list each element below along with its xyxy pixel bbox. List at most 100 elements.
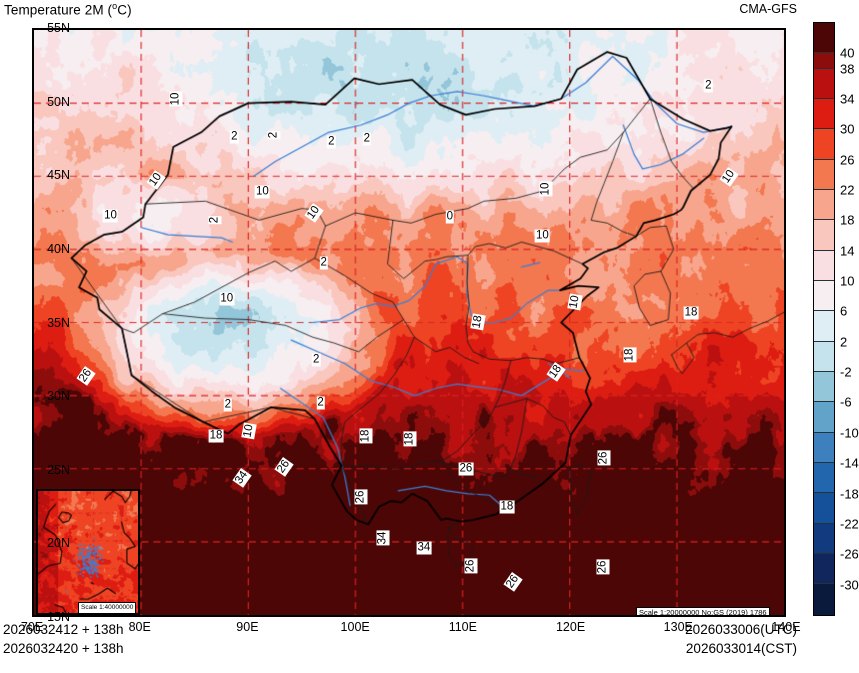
contour-label: 18 — [403, 431, 417, 447]
lat-tick-55N: 55N — [47, 21, 70, 35]
colorbar-tick--26: -26 — [840, 546, 859, 562]
colorbar-tick--18: -18 — [840, 486, 859, 502]
lon-tick-70E: 70E — [20, 620, 44, 634]
lat-tick-30N: 30N — [47, 389, 70, 404]
lon-tick-80E: 80E — [128, 620, 151, 634]
contour-label: 10 — [219, 292, 235, 306]
map-scale-label: Scale 1:20000000 No:GS (2019) 1786 — [636, 607, 770, 615]
colorbar-swatch — [814, 371, 834, 403]
degree-symbol: o — [112, 1, 118, 11]
lon-tick-90E: 90E — [236, 620, 259, 634]
lat-tick-25N: 25N — [47, 462, 70, 477]
contour-label: 2 — [316, 396, 325, 410]
colorbar-tick-34: 34 — [840, 91, 855, 107]
colorbar-tick-18: 18 — [840, 212, 855, 228]
colorbar-swatch — [814, 523, 834, 555]
contour-label: 26 — [458, 462, 474, 476]
contour-label: 10 — [567, 293, 583, 311]
lat-tick-20N: 20N — [47, 536, 70, 551]
colorbar-swatch — [814, 341, 834, 372]
contour-label: 2 — [267, 130, 281, 139]
valid-time-cst: 2026033014(CST) — [685, 641, 797, 656]
colorbar-swatch — [814, 280, 834, 312]
contour-label: 2 — [230, 130, 239, 144]
contour-label: 26 — [596, 560, 610, 575]
contour-label: 26 — [464, 558, 478, 574]
contour-label: 18 — [359, 429, 373, 444]
colorbar-tick-14: 14 — [840, 243, 855, 259]
colorbar-tick--10: -10 — [840, 425, 859, 441]
contour-label: 2 — [223, 398, 233, 412]
colorbar-swatch — [814, 554, 834, 585]
colorbar-swatch — [814, 23, 834, 54]
page-title-text: Temperature 2M ( — [4, 2, 113, 18]
colorbar-swatch — [814, 159, 834, 190]
colorbar-swatch — [814, 493, 834, 524]
init-time-cst: 2026032420 + 138h — [3, 641, 124, 656]
lat-tick-50N: 50N — [47, 94, 70, 109]
colorbar-tick-2: 2 — [840, 334, 848, 350]
colorbar-swatch — [814, 402, 834, 433]
contour-label: 10 — [254, 185, 270, 199]
lon-tick-100E: 100E — [340, 620, 370, 634]
model-label: CMA-GFS — [739, 2, 797, 16]
lon-tick-120E: 120E — [555, 620, 586, 634]
contour-label: 18 — [683, 306, 699, 320]
colorbar-tick--30: -30 — [840, 577, 859, 593]
colorbar-tick--6: -6 — [840, 394, 852, 410]
contour-label: 2 — [312, 353, 321, 367]
colorbar-swatch — [814, 432, 834, 463]
map-plot-area[interactable]: Scale 1:20000000 No:GS (2019) 1786 Scale… — [32, 28, 786, 617]
colorbar-tick-10: 10 — [840, 273, 855, 289]
colorbar-tick-30: 30 — [840, 121, 855, 137]
contour-label: 18 — [470, 313, 486, 330]
colorbar-tick--14: -14 — [840, 455, 859, 471]
colorbar-swatch — [814, 98, 834, 130]
inset-temperature-canvas — [38, 491, 138, 613]
colorbar-tick--2: -2 — [840, 364, 852, 380]
lon-tick-140E: 140E — [771, 620, 801, 634]
init-time-utc: 2026032412 + 138h — [3, 622, 124, 637]
contour-label: 0 — [445, 210, 454, 224]
temperature-colorbar[interactable] — [813, 22, 835, 616]
page-title: Temperature 2M (oC) — [4, 1, 132, 18]
colorbar-tick-22: 22 — [840, 182, 855, 198]
colorbar-tick-40: 40 — [840, 45, 855, 61]
colorbar-swatch — [814, 189, 834, 221]
contour-label: 2 — [362, 132, 372, 146]
lat-tick-35N: 35N — [47, 315, 70, 330]
valid-time-utc: 2026033006(UTC) — [685, 622, 797, 637]
contour-label: 10 — [169, 91, 183, 107]
colorbar-tick-6: 6 — [840, 303, 848, 319]
lat-tick-15N: 15N — [47, 610, 70, 624]
colorbar-swatch — [814, 68, 834, 99]
contour-label: 2 — [327, 135, 336, 149]
colorbar-swatch — [814, 53, 834, 69]
colorbar-tick-26: 26 — [840, 152, 855, 168]
temperature-field-canvas — [34, 30, 784, 615]
page-title-unit: C) — [117, 2, 132, 18]
contour-label: 2 — [704, 79, 713, 93]
colorbar-swatch — [814, 584, 834, 615]
contour-label: 34 — [376, 530, 390, 546]
contour-label: 18 — [499, 500, 515, 514]
lon-tick-130E: 130E — [663, 620, 693, 634]
colorbar-tick--22: -22 — [840, 516, 859, 532]
contour-label: 26 — [597, 451, 611, 466]
contour-label: 2 — [319, 256, 328, 270]
lat-tick-45N: 45N — [47, 168, 70, 183]
colorbar-swatch — [814, 311, 834, 342]
colorbar-swatch — [814, 129, 834, 160]
contour-label: 10 — [539, 181, 553, 197]
contour-label: 34 — [416, 541, 432, 555]
contour-label: 26 — [354, 489, 368, 505]
contour-label: 10 — [103, 209, 118, 223]
lat-tick-40N: 40N — [47, 241, 70, 256]
colorbar-swatch — [814, 220, 834, 251]
colorbar-swatch — [814, 250, 834, 281]
south-china-sea-inset[interactable]: Scale 1:40000000 — [36, 489, 140, 615]
contour-label: 10 — [535, 229, 550, 243]
lon-tick-110E: 110E — [448, 620, 477, 634]
contour-label: 2 — [208, 215, 222, 225]
colorbar-swatch — [814, 462, 834, 494]
